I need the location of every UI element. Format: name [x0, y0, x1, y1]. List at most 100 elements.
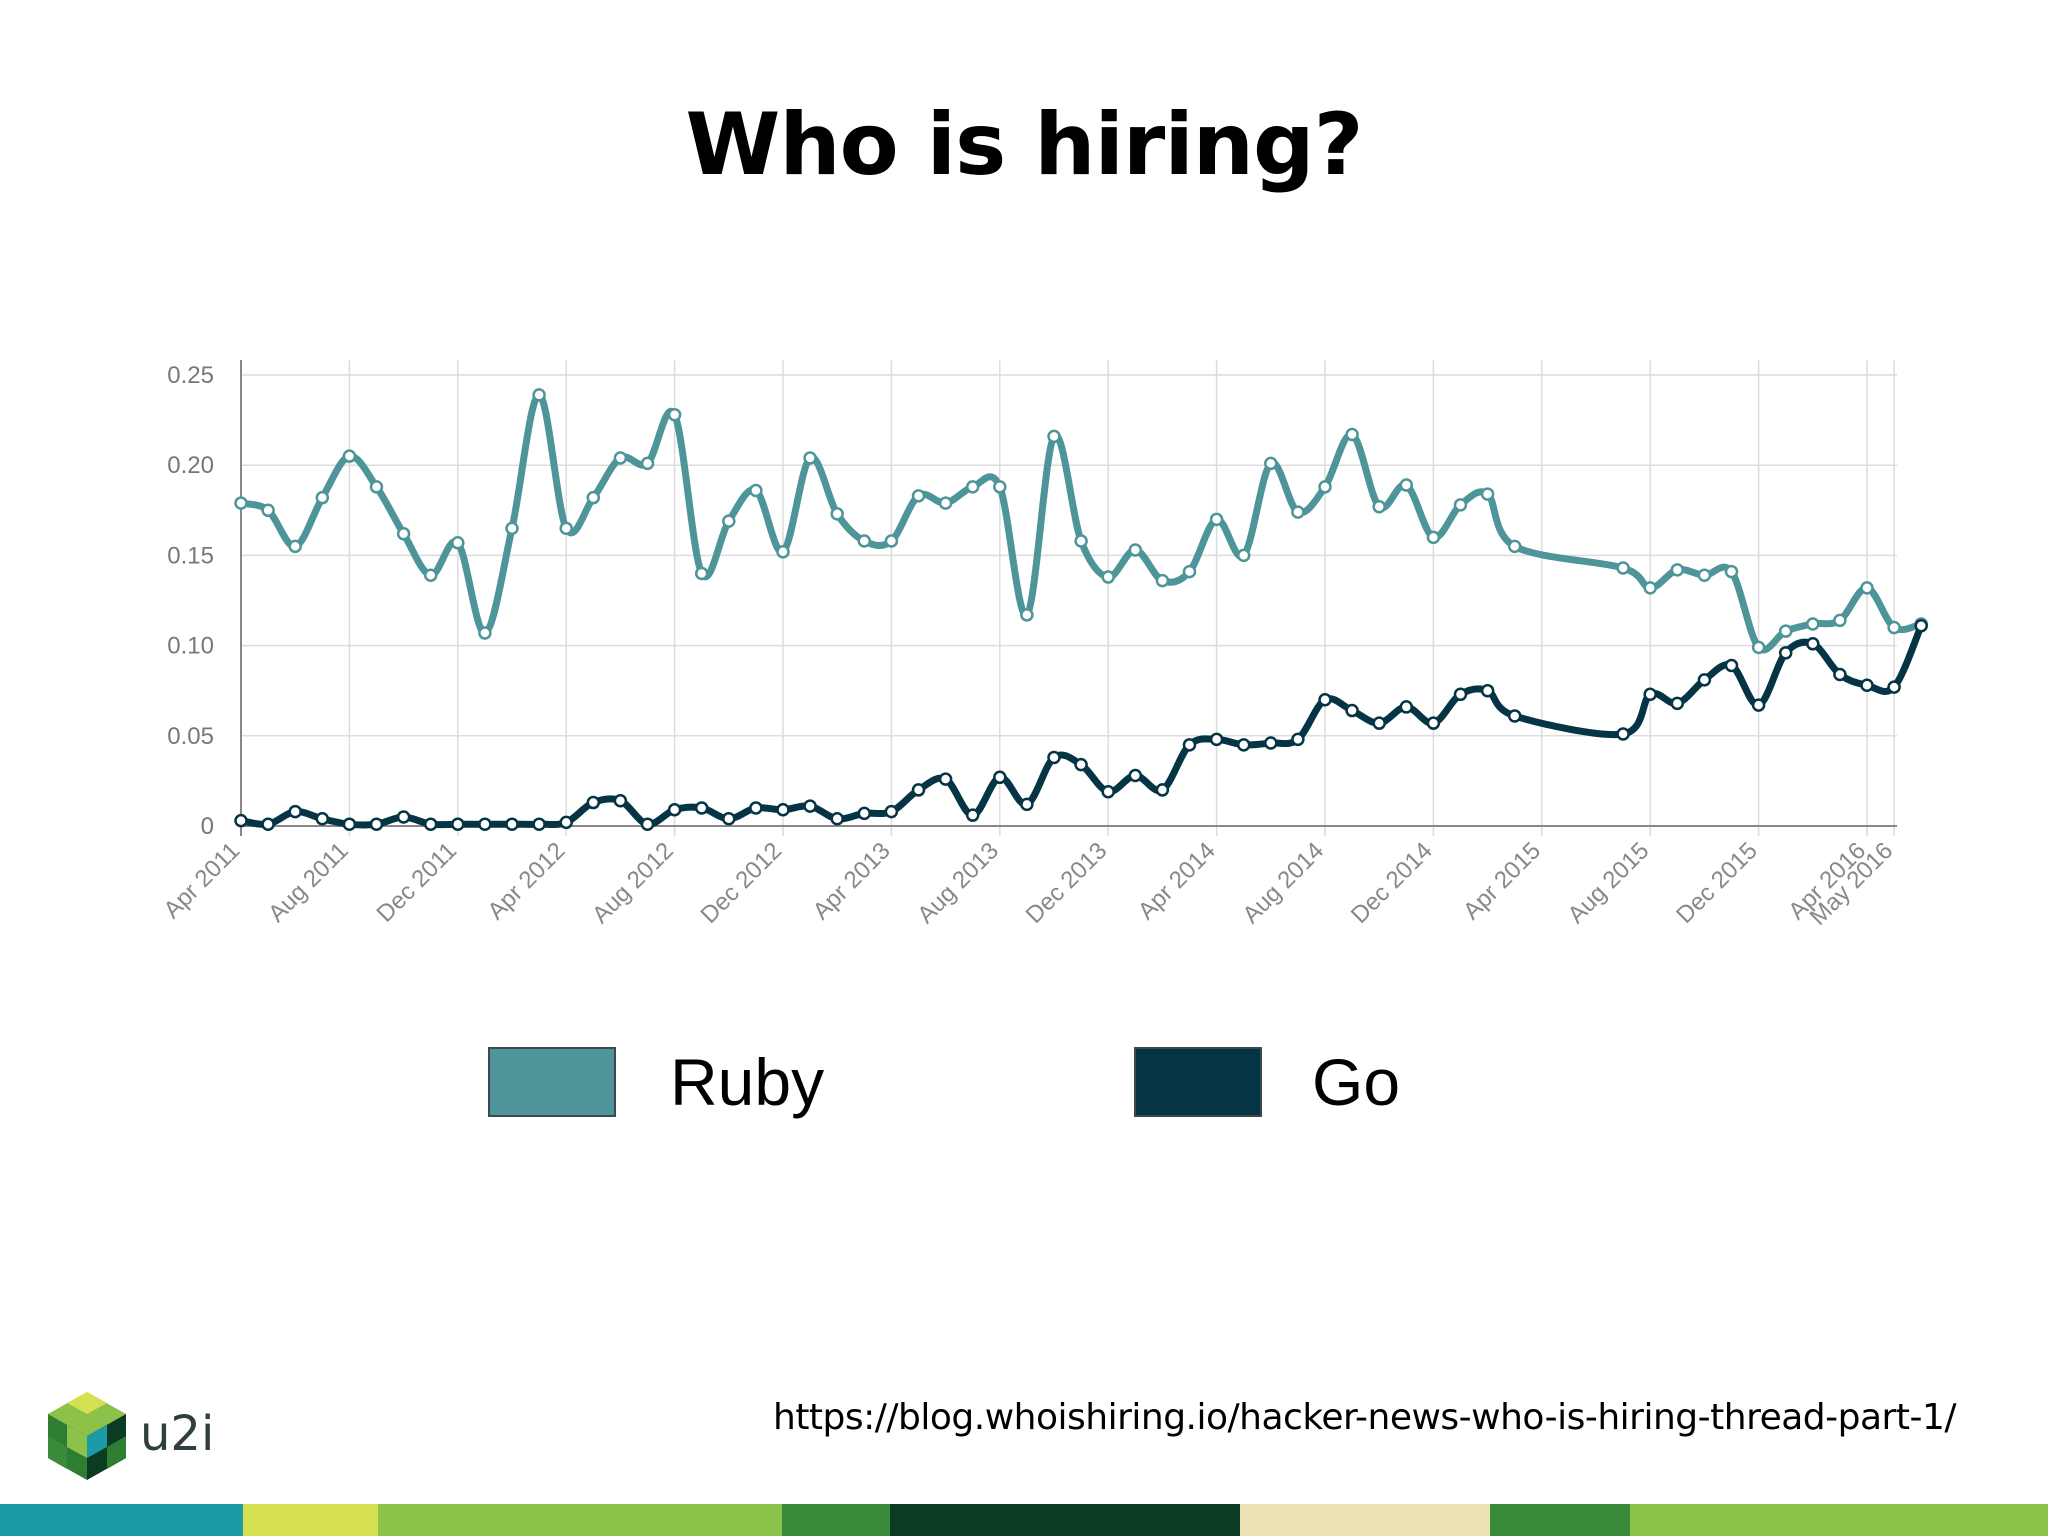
legend-label-ruby: Ruby	[670, 1045, 825, 1119]
data-point-ruby	[1426, 530, 1441, 545]
data-point-ruby	[586, 490, 601, 505]
data-point-ruby	[369, 480, 384, 494]
data-point-go	[1806, 637, 1820, 651]
data-point-ruby	[1453, 498, 1468, 512]
data-point-go	[1291, 732, 1305, 747]
data-point-go	[667, 803, 682, 817]
data-point-ruby	[1020, 608, 1034, 622]
data-point-ruby	[1209, 512, 1224, 527]
y-tick-label: 0.20	[167, 452, 214, 479]
data-point-ruby	[451, 536, 465, 550]
data-point-go	[234, 813, 248, 828]
data-point-ruby	[722, 514, 736, 528]
logo-text: u2i	[140, 1406, 215, 1462]
data-point-go	[749, 801, 763, 815]
data-point-go	[776, 803, 790, 817]
data-point-go	[1074, 757, 1088, 772]
data-point-go	[1453, 687, 1468, 702]
data-point-ruby	[1101, 570, 1115, 584]
data-point-go	[369, 817, 384, 831]
footer-bar-segment	[1490, 1504, 1630, 1536]
data-point-ruby	[1047, 429, 1061, 444]
data-point-ruby	[532, 388, 546, 402]
data-point-go	[1236, 738, 1251, 752]
data-point-go	[532, 817, 546, 831]
legend-swatch-ruby	[488, 1047, 616, 1117]
data-point-ruby	[1480, 487, 1495, 501]
data-point-go	[451, 817, 465, 831]
data-point-go	[342, 817, 357, 831]
x-tick-label: Dec 2012	[695, 837, 787, 929]
data-point-ruby	[1670, 563, 1685, 577]
footer-color-bar	[0, 1504, 2048, 1536]
data-point-go	[1697, 673, 1712, 687]
data-point-ruby	[993, 480, 1007, 494]
data-point-go	[613, 793, 628, 808]
legend-label-go: Go	[1312, 1045, 1401, 1119]
data-point-ruby	[1751, 640, 1766, 655]
data-point-go	[1209, 732, 1224, 747]
x-tick-label: Apr 2012	[482, 837, 570, 925]
data-point-go	[1480, 683, 1495, 698]
data-point-ruby	[234, 496, 248, 510]
data-point-ruby	[1643, 581, 1657, 595]
data-point-ruby	[1507, 539, 1522, 554]
data-point-go	[1833, 667, 1847, 682]
data-point-ruby	[749, 483, 763, 498]
data-point-ruby	[288, 539, 302, 554]
data-point-ruby	[613, 451, 628, 465]
footer-bar-segment	[1630, 1504, 2048, 1536]
data-point-ruby	[667, 407, 682, 422]
data-point-go	[993, 770, 1007, 785]
data-point-ruby	[505, 521, 519, 536]
data-point-go	[722, 812, 736, 826]
data-point-go	[803, 799, 817, 813]
x-tick-label: Apr 2015	[1458, 837, 1546, 925]
data-point-ruby	[1236, 548, 1251, 563]
x-tick-label: Dec 2013	[1021, 837, 1113, 929]
footer-bar-segment	[378, 1504, 782, 1536]
data-point-ruby	[1372, 499, 1386, 514]
data-point-go	[1128, 768, 1143, 783]
data-point-go	[1616, 727, 1630, 741]
data-point-ruby	[1345, 427, 1359, 442]
data-point-ruby	[884, 534, 899, 548]
data-point-go	[288, 804, 302, 819]
data-point-go	[559, 815, 573, 830]
company-logo: u2i	[42, 1388, 215, 1482]
data-point-ruby	[478, 626, 492, 640]
data-point-ruby	[1264, 456, 1278, 471]
data-point-ruby	[1860, 581, 1874, 595]
source-link[interactable]: https://blog.whoishiring.io/hacker-news-…	[773, 1397, 1957, 1438]
data-point-go	[1860, 678, 1874, 693]
data-point-go	[1318, 692, 1332, 707]
data-point-ruby	[776, 545, 790, 559]
data-point-go	[1155, 783, 1170, 797]
x-tick-label: Aug 2014	[1237, 837, 1329, 929]
series-line-ruby	[237, 391, 1925, 654]
data-point-ruby	[938, 496, 953, 510]
x-tick-label: Dec 2011	[372, 837, 462, 927]
data-point-go	[1914, 619, 1928, 633]
data-point-ruby	[315, 490, 330, 505]
data-point-ruby	[1778, 624, 1793, 638]
data-point-go	[911, 783, 926, 797]
footer-bar-segment	[782, 1504, 890, 1536]
x-tick-label: Apr 2011	[159, 837, 246, 924]
data-point-go	[1399, 700, 1414, 714]
data-point-go	[1345, 703, 1359, 718]
footer-bar-segment	[0, 1504, 243, 1536]
u2i-cube-logo-icon	[48, 1392, 126, 1480]
data-point-ruby	[1074, 534, 1088, 548]
data-point-go	[1724, 658, 1739, 673]
data-point-ruby	[1291, 505, 1305, 519]
data-point-go	[1182, 738, 1197, 752]
data-point-ruby	[396, 527, 411, 541]
data-point-ruby	[1155, 573, 1170, 588]
data-point-go	[1507, 709, 1522, 723]
data-point-go	[1887, 680, 1901, 694]
footer-bar-segment	[890, 1504, 1240, 1536]
data-point-go	[315, 812, 330, 826]
y-tick-label: 0.15	[167, 542, 214, 569]
